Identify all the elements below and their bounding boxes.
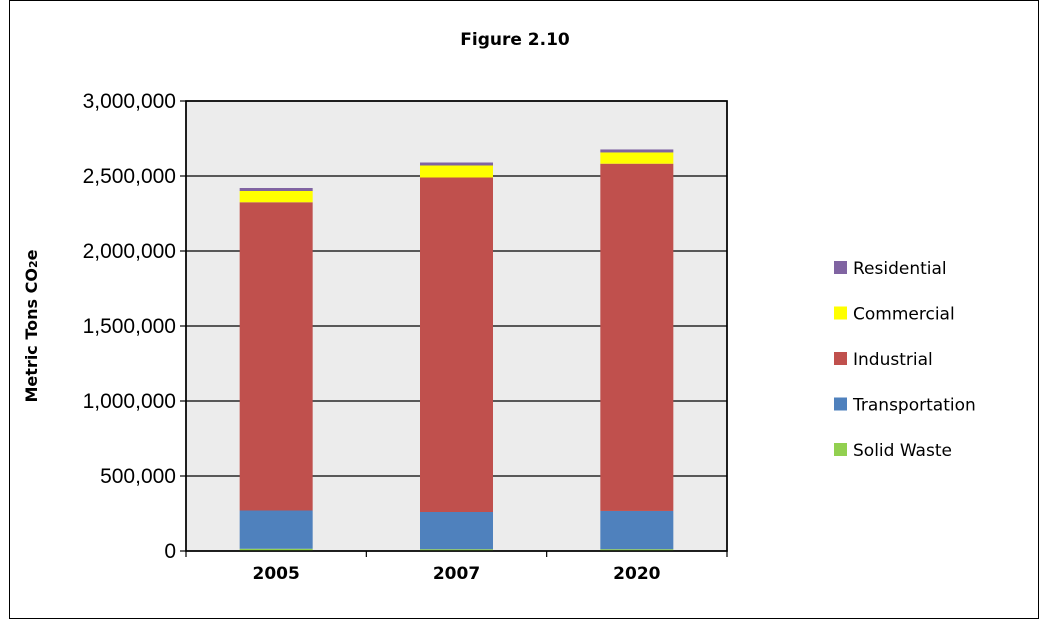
legend: Residential Commercial Industrial Transport… <box>834 259 976 461</box>
legend-swatch-solid-waste <box>834 443 847 456</box>
x-tick-label: 2020 <box>613 564 660 584</box>
y-tick-label: 0 <box>164 540 176 563</box>
bar-residential-2020 <box>600 149 673 152</box>
legend-swatch-industrial <box>834 352 847 365</box>
y-tick-label: 1,000,000 <box>83 390 176 413</box>
bar-transportation-2020 <box>600 511 673 549</box>
bar-commercial-2007 <box>420 166 493 178</box>
bar-residential-2007 <box>420 163 493 166</box>
y-axis-label-subscript: 2 <box>27 260 40 268</box>
legend-swatch-residential <box>834 261 847 274</box>
y-tick-label: 2,500,000 <box>83 165 176 188</box>
legend-label-commercial: Commercial <box>853 305 955 325</box>
bar-industrial-2007 <box>420 178 493 513</box>
bar-industrial-2020 <box>600 164 673 511</box>
bar-residential-2005 <box>240 188 313 191</box>
y-axis-label-suffix: e <box>22 249 41 260</box>
chart-title: Figure 2.10 <box>460 30 570 50</box>
legend-label-transportation: Transportation <box>852 396 976 416</box>
y-axis-ticks: 0 500,000 1,000,000 1,500,000 2,000,000 2,500… <box>83 90 186 563</box>
x-tick-label: 2007 <box>433 564 480 584</box>
bar-transportation-2005 <box>240 511 313 549</box>
legend-swatch-transportation <box>834 398 847 411</box>
bar-transportation-2007 <box>420 512 493 549</box>
y-axis-label: Metric Tons CO2e <box>22 249 41 402</box>
legend-label-solid-waste: Solid Waste <box>853 441 952 461</box>
bar-industrial-2005 <box>240 202 313 510</box>
x-tick-label: 2005 <box>253 564 300 584</box>
y-tick-label: 3,000,000 <box>83 90 176 113</box>
y-axis-label-main: Metric Tons CO <box>22 268 41 402</box>
bar-commercial-2020 <box>600 152 673 163</box>
legend-swatch-commercial <box>834 307 847 320</box>
legend-label-residential: Residential <box>853 259 947 279</box>
bar-commercial-2005 <box>240 191 313 202</box>
x-axis-ticks: 2005 2007 2020 <box>186 551 727 584</box>
y-tick-label: 500,000 <box>100 465 176 488</box>
legend-label-industrial: Industrial <box>853 350 933 370</box>
y-tick-label: 1,500,000 <box>83 315 176 338</box>
bars <box>240 149 674 551</box>
y-tick-label: 2,000,000 <box>83 240 176 263</box>
